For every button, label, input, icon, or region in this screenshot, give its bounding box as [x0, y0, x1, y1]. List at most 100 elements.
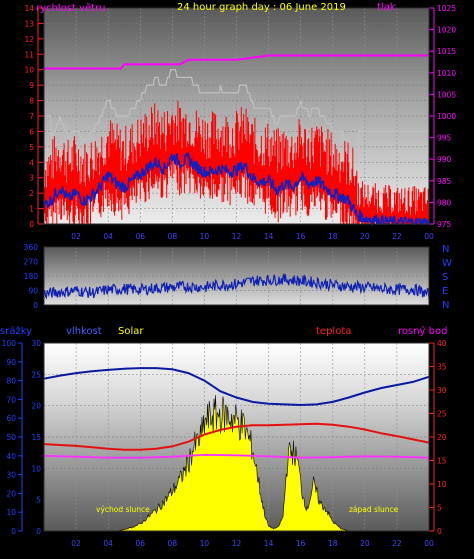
wind-axis-tick-label: 11	[24, 50, 34, 59]
rain-axis-tick-label: 40	[6, 452, 16, 461]
bottom-hour-label: 12	[232, 539, 242, 548]
dewpoint-line	[43, 453, 430, 459]
wind-axis-tick-label: 13	[24, 19, 34, 28]
solar-label: Solar	[118, 326, 144, 337]
wind-average-line	[43, 151, 430, 227]
top-hour-label: 14	[264, 232, 274, 241]
top-hour-label: 22	[392, 232, 402, 241]
pressure-axis-tick-label: 980	[437, 198, 452, 207]
top-hour-label: 00	[424, 232, 434, 241]
temperature-axis-tick-label: 15	[437, 457, 447, 466]
wind-axis-tick-label: 10	[24, 66, 34, 75]
humidity-axis-tick-label: 20	[31, 402, 41, 411]
rain-axis-tick-label: 90	[6, 358, 16, 367]
pressure-axis-tick-label: 1025	[437, 4, 456, 13]
compass-labels: N W S E N	[442, 244, 452, 311]
wind-axis-tick-label: 6	[29, 127, 34, 136]
wind-axis-tick-label: 7	[29, 112, 34, 121]
bottom-hour-label: 04	[103, 539, 113, 548]
bottom-plot-frame	[43, 342, 430, 532]
pressure-axis-tick-label: 1010	[437, 69, 456, 78]
pressure-axis-tick-label: 975	[437, 220, 452, 229]
top-plot-frame	[43, 7, 430, 225]
top-hour-label: 04	[103, 232, 113, 241]
rain-axis-tick-label: 80	[6, 377, 16, 386]
wind-axis-tick-label: 14	[24, 4, 34, 13]
rain-axis-tick-label: 70	[6, 395, 16, 404]
humidity-axis-tick-label: 0	[36, 527, 41, 536]
pressure-label: tlak	[377, 2, 396, 13]
wind-speed-label: rychlost větru	[36, 2, 106, 14]
bottom-hour-label: 02	[71, 539, 81, 548]
pressure-axis-tick-label: 1015	[437, 47, 456, 56]
rain-axis-tick-label: 20	[6, 489, 16, 498]
wind-direction-line	[43, 273, 430, 300]
temperature-axis-tick-label: 20	[437, 433, 447, 442]
dewpoint-label: rosný bod	[398, 325, 447, 337]
bottom-series-layer	[43, 367, 430, 532]
top-hour-label: 20	[360, 232, 370, 241]
temperature-axis-tick-label: 30	[437, 386, 447, 395]
direction-axis-tick-label: 270	[24, 258, 39, 267]
pressure-line	[44, 54, 429, 70]
wind-axis-tick-label: 5	[29, 143, 34, 152]
compass-north-bottom: N	[442, 300, 449, 311]
top-hour-label: 06	[135, 232, 145, 241]
wind-axis-tick-label: 2	[29, 189, 34, 198]
temperature-axis-tick-label: 5	[437, 504, 442, 513]
humidity-line	[43, 367, 430, 407]
sunset-label: západ slunce	[349, 505, 399, 514]
bottom-hour-label: 18	[328, 539, 338, 548]
direction-axis-tick-label: 90	[28, 287, 38, 296]
gust-line	[44, 69, 429, 163]
temperature-label: teplota	[316, 326, 351, 337]
top-hour-label: 18	[328, 232, 338, 241]
top-series-layer	[43, 54, 430, 227]
top-hour-label: 16	[296, 232, 306, 241]
temperature-axis-tick-label: 0	[437, 527, 442, 536]
direction-axis-tick-label: 360	[24, 243, 39, 252]
top-hour-label: 10	[200, 232, 210, 241]
rain-axis-tick-label: 10	[6, 508, 16, 517]
compass-south: S	[442, 272, 448, 283]
wind-axis-tick-label: 12	[24, 35, 34, 44]
temperature-axis-tick-label: 10	[437, 480, 447, 489]
rain-axis-tick-label: 60	[6, 414, 16, 423]
humidity-axis-tick-label: 25	[31, 370, 41, 379]
bottom-hour-label: 08	[168, 539, 178, 548]
pressure-axis-tick-label: 990	[437, 155, 452, 164]
wind-axis-tick-label: 0	[29, 220, 34, 229]
rain-axis-tick-label: 0	[11, 527, 16, 536]
rain-axis-tick-label: 100	[2, 339, 17, 348]
wind-axis-tick-label: 9	[29, 81, 34, 90]
bottom-hour-label: 00	[424, 539, 434, 548]
direction-axis-tick-label: 180	[24, 272, 39, 281]
temperature-axis-tick-label: 25	[437, 410, 447, 419]
bottom-hour-label: 22	[392, 539, 402, 548]
pressure-axis-tick-label: 1005	[437, 90, 456, 99]
pressure-axis-tick-label: 985	[437, 177, 452, 186]
middle-plot-frame	[43, 246, 430, 306]
top-hour-label: 12	[232, 232, 242, 241]
rain-axis-tick-label: 50	[6, 433, 16, 442]
direction-axis-tick-label: 0	[33, 301, 38, 310]
humidity-axis-tick-label: 5	[36, 496, 41, 505]
wind-axis-tick-label: 8	[29, 97, 34, 106]
wind-axis-tick-label: 4	[29, 158, 34, 167]
middle-series-layer	[43, 273, 430, 300]
sunrise-label: východ slunce	[96, 505, 150, 514]
humidity-axis-tick-label: 30	[31, 339, 41, 348]
compass-north-top: N	[442, 244, 449, 255]
bottom-hour-label: 16	[296, 539, 306, 548]
chart-title: 24 hour graph day : 06 June 2019	[177, 2, 346, 13]
top-hour-label: 08	[168, 232, 178, 241]
pressure-axis-tick-label: 1020	[437, 26, 456, 35]
compass-east: E	[442, 286, 448, 297]
humidity-label: vlhkost	[66, 326, 102, 337]
axis-ticks-layer: 1413121110987654321010251020101510101005…	[2, 4, 457, 548]
bottom-hour-label: 20	[360, 539, 370, 548]
bottom-hour-label: 10	[200, 539, 210, 548]
bottom-hour-label: 06	[135, 539, 145, 548]
